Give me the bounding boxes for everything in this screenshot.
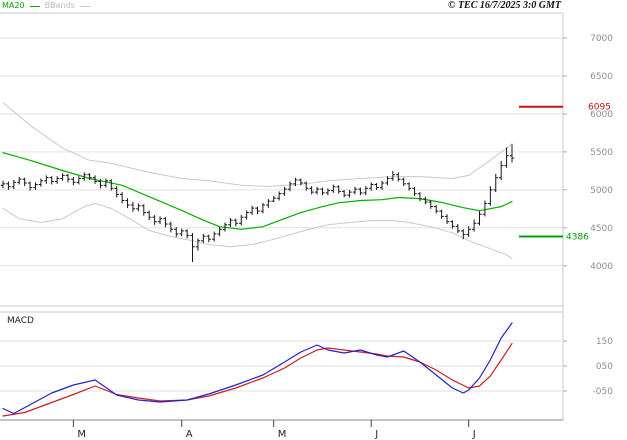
month-label: M (77, 429, 86, 440)
legend-ma20-label: MA20 (2, 1, 25, 10)
legend: MA20 BBands (2, 1, 90, 11)
macd-line (2, 322, 513, 415)
bbands-line-swatch (79, 5, 90, 7)
price-alert-label: 4386 (566, 233, 589, 243)
month-label: M (278, 429, 287, 440)
month-label: J (374, 429, 378, 440)
chart-header: MA20 BBands © TEC 16/7/2025 3:0 GMT (0, 0, 627, 13)
legend-bbands-label: BBands (44, 1, 75, 10)
y-axis-tick-label: 4500 (590, 224, 613, 234)
y-axis-tick-label: 5500 (590, 148, 613, 158)
month-label: A (186, 429, 193, 440)
y-axis-tick-label: 5000 (590, 186, 613, 196)
month-label: J (472, 429, 476, 440)
copyright-text: © TEC 16/7/2025 3:0 GMT (447, 0, 561, 11)
ma20-line-swatch (29, 5, 40, 7)
price-alert-label: 6095 (588, 103, 611, 113)
macd-signal-line (2, 342, 513, 417)
macd-axis-tick-label: 050 (596, 362, 613, 372)
ma20-line (2, 152, 513, 230)
y-axis-tick-label: 7000 (590, 34, 613, 44)
y-axis-tick-label: 6500 (590, 72, 613, 82)
bollinger-upper-band (2, 102, 513, 187)
macd-axis-tick-label: -050 (593, 387, 614, 397)
y-axis-tick-label: 4000 (590, 262, 613, 272)
y-axis-tick-label: 6000 (590, 110, 613, 120)
macd-panel-title: MACD (7, 316, 34, 326)
macd-axis-tick-label: 150 (596, 337, 613, 347)
bollinger-lower-band (2, 203, 513, 260)
